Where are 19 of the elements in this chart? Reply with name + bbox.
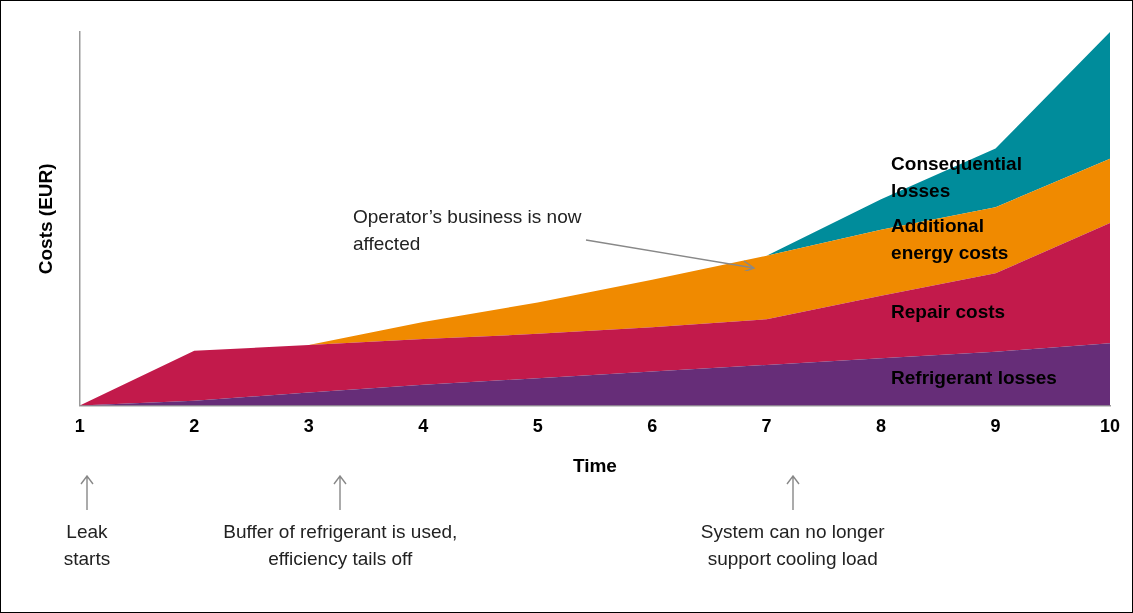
x-tick-label: 9 xyxy=(990,416,1001,437)
x-tick-label: 4 xyxy=(418,416,429,437)
series-label: Additional energy costs xyxy=(891,215,1009,264)
series-label: Refrigerant losses xyxy=(891,366,1057,388)
text: Leak starts xyxy=(62,520,112,571)
text: Buffer of refrigerant is used, efficiency tails off xyxy=(222,520,459,571)
x-tick-label: 8 xyxy=(876,416,887,437)
y-axis-title: Costs (EUR) xyxy=(34,163,56,275)
x-tick-label: 2 xyxy=(189,416,200,437)
text: System can no longer support cooling load xyxy=(699,520,886,571)
x-tick-label: 1 xyxy=(74,416,85,437)
x-tick-label: 6 xyxy=(647,416,658,437)
x-tick-label: 10 xyxy=(1099,416,1121,437)
x-tick-label: 7 xyxy=(761,416,772,437)
x-axis-title: Time xyxy=(572,454,617,476)
x-tick-label: 3 xyxy=(303,416,314,437)
annotation: Operator’s business is now affected xyxy=(353,205,583,256)
x-tick-label: 5 xyxy=(532,416,543,437)
series-label: Repair costs xyxy=(891,300,1006,322)
